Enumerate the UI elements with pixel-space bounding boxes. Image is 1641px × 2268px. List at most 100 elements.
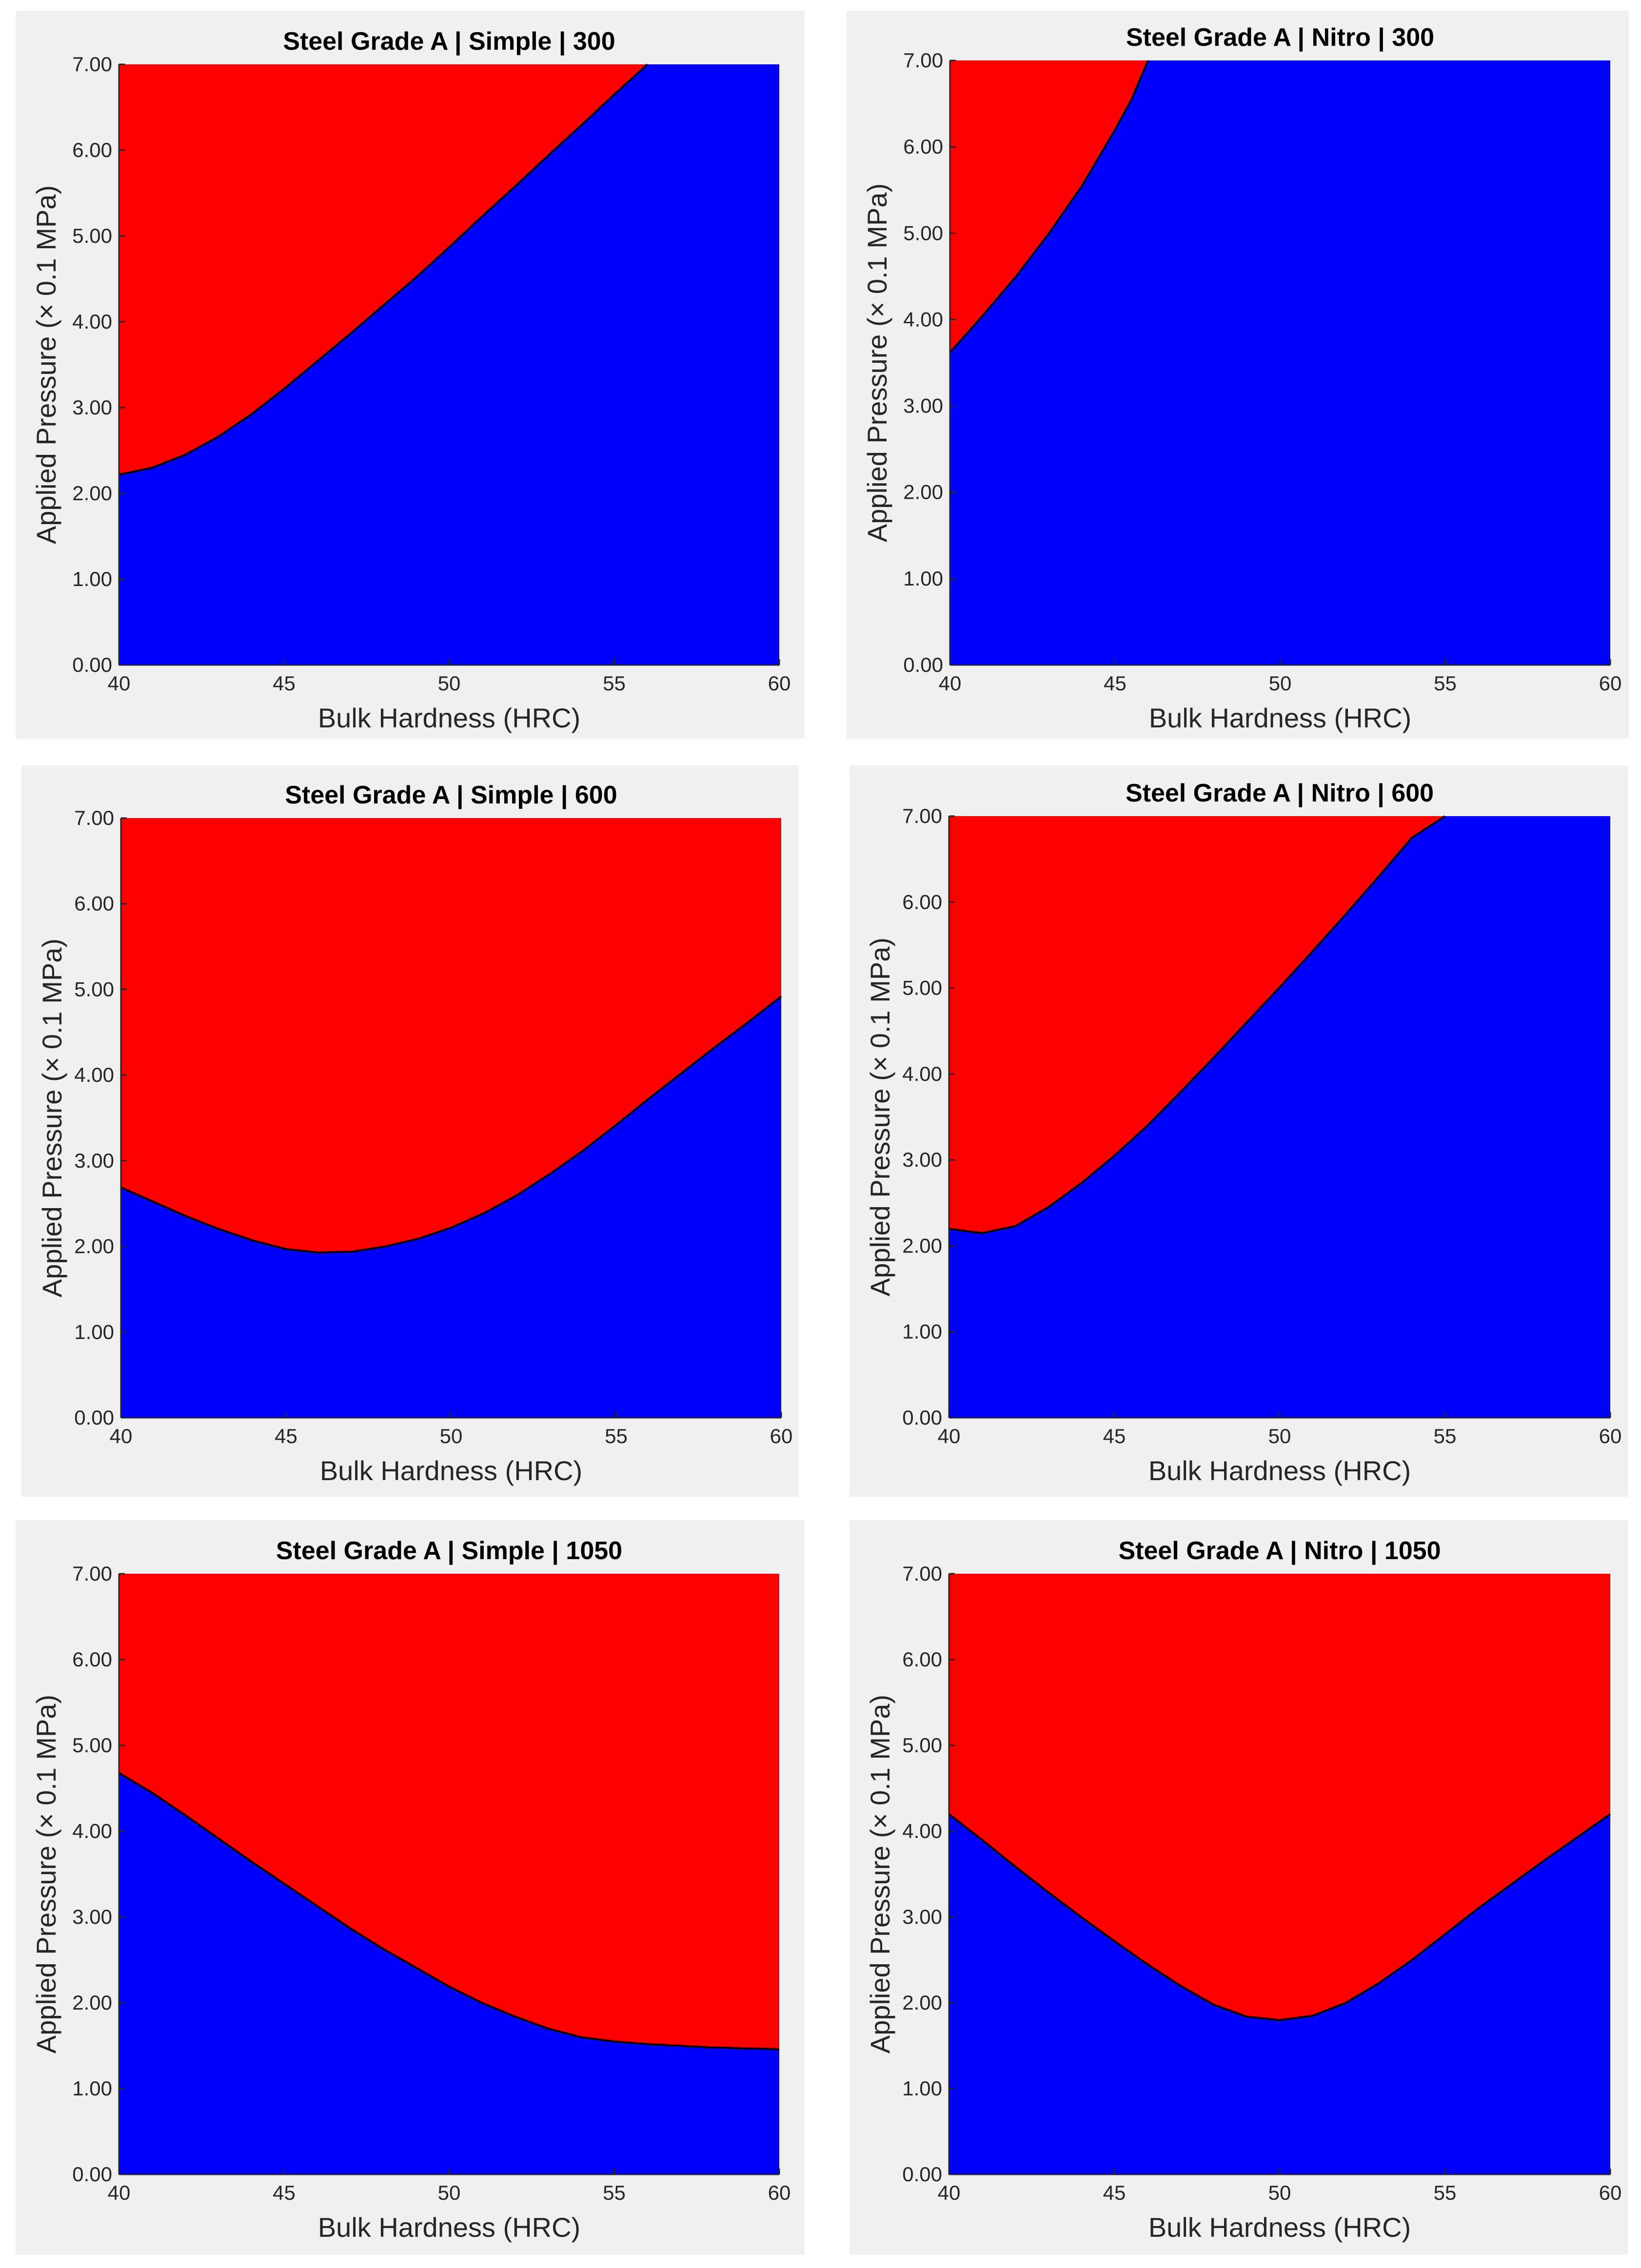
chart-panel-3: 40 45 50 55 60 0.00 1.00 2.00 3.00 4.00 5.00 6.00 7.… <box>21 765 799 1497</box>
chart-2-y-tick-label: 4.00 <box>903 308 943 331</box>
chart-4-safe-region <box>949 816 1610 1418</box>
chart-5-safe-region <box>119 1773 779 2174</box>
chart-3-x-tick-label: 40 <box>110 1425 133 1447</box>
chart-5-x-tick-label: 45 <box>273 2181 296 2204</box>
chart-6-y-tick-label: 7.00 <box>902 1562 942 1585</box>
chart-2-safe-region <box>950 60 1610 665</box>
chart-3-x-tick-label: 50 <box>440 1425 463 1447</box>
chart-4-boundary-line <box>949 815 1446 1234</box>
chart-4-y-tick-label: 4.00 <box>902 1062 942 1085</box>
chart-4-y-tick-label: 2.00 <box>902 1234 942 1257</box>
chart-6-x-tick-label: 60 <box>1599 2181 1622 2204</box>
chart-2-y-tick-label: 0.00 <box>903 653 943 676</box>
chart-6-y-tick-label: 3.00 <box>902 1905 942 1928</box>
chart-1-y-axis-label: Applied Pressure (× 0.1 MPa) <box>31 185 61 544</box>
chart-5-x-tick-label: 60 <box>768 2181 791 2204</box>
chart-2-y-tick-label: 7.00 <box>903 49 943 72</box>
chart-5-y-tick-label: 4.00 <box>72 1819 112 1842</box>
chart-4: 40 45 50 55 60 0.00 1.00 2.00 3.00 4.00 5.00 6.00 7.… <box>865 779 1621 1486</box>
chart-5-y-tick-label: 5.00 <box>72 1734 112 1757</box>
chart-6-y-axis-label: Applied Pressure (× 0.1 MPa) <box>865 1695 895 2053</box>
chart-1-x-tick-label: 45 <box>273 672 296 695</box>
chart-2-y-tick-label: 3.00 <box>903 394 943 417</box>
chart-6-x-tick-label: 45 <box>1103 2181 1126 2204</box>
chart-4-y-tick-label: 3.00 <box>902 1148 942 1171</box>
chart-2-x-tick-label: 55 <box>1434 672 1457 695</box>
chart-1-boundary-line <box>119 63 648 476</box>
chart-panel-5: 40 45 50 55 60 0.00 1.00 2.00 3.00 4.00 5.00 6.00 7.… <box>16 1520 805 2255</box>
chart-1-x-tick-label: 60 <box>768 672 791 695</box>
chart-6-y-tick-label: 2.00 <box>902 1991 942 2014</box>
chart-2-y-axis-label: Applied Pressure (× 0.1 MPa) <box>862 183 892 542</box>
chart-4-x-axis-label: Bulk Hardness (HRC) <box>1148 1455 1411 1486</box>
chart-2-x-tick-label: 60 <box>1599 672 1622 695</box>
chart-6-x-tick-label: 55 <box>1434 2181 1457 2204</box>
chart-5-x-tick-label: 50 <box>438 2181 461 2204</box>
chart-6-y-tick-label: 1.00 <box>902 2077 942 2100</box>
chart-3-y-tick-label: 3.00 <box>74 1149 114 1172</box>
chart-5-y-tick-label: 2.00 <box>72 1991 112 2014</box>
chart-3-y-tick-label: 0.00 <box>74 1406 114 1429</box>
chart-3-boundary-line <box>120 995 782 1253</box>
chart-3-title: Steel Grade A | Simple | 600 <box>285 781 617 809</box>
chart-panel-6: 40 45 50 55 60 0.00 1.00 2.00 3.00 4.00 5.00 6.00 7.… <box>850 1520 1628 2255</box>
chart-3-y-tick-label: 5.00 <box>74 978 114 1000</box>
chart-6-y-tick-label: 4.00 <box>902 1819 942 1842</box>
chart-3-x-tick-label: 55 <box>605 1425 628 1447</box>
chart-2-y-tick-label: 6.00 <box>903 135 943 158</box>
chart-panel-4: 40 45 50 55 60 0.00 1.00 2.00 3.00 4.00 5.00 6.00 7.… <box>850 765 1628 1497</box>
chart-panel-2: 40 45 50 55 60 0.00 1.00 2.00 3.00 4.00 5.00 6.00 7.… <box>847 11 1629 739</box>
chart-6-title: Steel Grade A | Nitro | 1050 <box>1118 1537 1441 1565</box>
chart-3-y-axis-label: Applied Pressure (× 0.1 MPa) <box>37 938 67 1297</box>
chart-6-x-tick-label: 40 <box>938 2181 961 2204</box>
chart-1-x-tick-label: 50 <box>438 672 461 695</box>
chart-1-y-tick-label: 5.00 <box>72 224 112 247</box>
chart-5-x-tick-label: 55 <box>603 2181 626 2204</box>
chart-6: 40 45 50 55 60 0.00 1.00 2.00 3.00 4.00 5.00 6.00 7.… <box>865 1537 1622 2243</box>
chart-3-y-tick-label: 7.00 <box>74 806 114 829</box>
chart-1-y-tick-label: 3.00 <box>72 396 112 419</box>
chart-panel-1: 40 45 50 55 60 0.00 1.00 2.00 3.00 4.00 5.00 6.00 7.… <box>16 11 805 739</box>
chart-1-y-tick-label: 2.00 <box>72 482 112 505</box>
chart-6-x-axis-label: Bulk Hardness (HRC) <box>1148 2212 1411 2243</box>
chart-5-x-axis-label: Bulk Hardness (HRC) <box>318 2212 580 2243</box>
chart-2-title: Steel Grade A | Nitro | 300 <box>1126 23 1434 52</box>
chart-3: 40 45 50 55 60 0.00 1.00 2.00 3.00 4.00 5.00 6.00 7.… <box>37 781 792 1486</box>
chart-3-y-tick-label: 6.00 <box>74 892 114 915</box>
chart-4-title: Steel Grade A | Nitro | 600 <box>1126 779 1434 807</box>
chart-4-x-tick-label: 50 <box>1268 1425 1291 1447</box>
chart-2-x-axis-label: Bulk Hardness (HRC) <box>1149 703 1411 733</box>
chart-1-title: Steel Grade A | Simple | 300 <box>283 27 615 56</box>
chart-6-boundary-line <box>948 1813 1611 2021</box>
chart-6-y-tick-label: 6.00 <box>902 1648 942 1671</box>
chart-3-y-tick-label: 2.00 <box>74 1235 114 1258</box>
chart-1-y-tick-label: 0.00 <box>72 653 112 676</box>
chart-6-x-tick-label: 50 <box>1268 2181 1291 2204</box>
chart-5-boundary-line <box>118 1772 780 2051</box>
chart-1: 40 45 50 55 60 0.00 1.00 2.00 3.00 4.00 5.00 6.00 7.… <box>31 27 791 733</box>
chart-4-x-tick-label: 40 <box>938 1425 961 1447</box>
chart-5-y-tick-label: 1.00 <box>72 2077 112 2100</box>
chart-1-x-axis-label: Bulk Hardness (HRC) <box>318 703 580 733</box>
chart-4-y-tick-label: 6.00 <box>902 890 942 913</box>
chart-1-y-tick-label: 7.00 <box>72 53 112 76</box>
chart-1-y-tick-label: 4.00 <box>72 310 112 333</box>
chart-1-safe-region <box>119 64 779 665</box>
chart-4-x-tick-label: 55 <box>1434 1425 1457 1447</box>
chart-5-title: Steel Grade A | Simple | 1050 <box>276 1537 622 1565</box>
chart-3-x-tick-label: 45 <box>275 1425 297 1447</box>
chart-4-y-tick-label: 5.00 <box>902 977 942 999</box>
chart-5-y-tick-label: 6.00 <box>72 1648 112 1671</box>
chart-5-y-tick-label: 7.00 <box>72 1562 112 1585</box>
chart-3-y-tick-label: 4.00 <box>74 1063 114 1086</box>
chart-2-y-tick-label: 1.00 <box>903 567 943 590</box>
chart-2-x-tick-label: 40 <box>939 672 962 695</box>
chart-1-x-tick-label: 55 <box>603 672 626 695</box>
chart-3-safe-region <box>121 996 781 1418</box>
chart-5-y-tick-label: 3.00 <box>72 1905 112 1928</box>
chart-2-x-tick-label: 45 <box>1104 672 1127 695</box>
chart-2-y-tick-label: 2.00 <box>903 481 943 504</box>
chart-2: 40 45 50 55 60 0.00 1.00 2.00 3.00 4.00 5.00 6.00 7.… <box>862 23 1622 733</box>
chart-5-x-tick-label: 40 <box>108 2181 131 2204</box>
